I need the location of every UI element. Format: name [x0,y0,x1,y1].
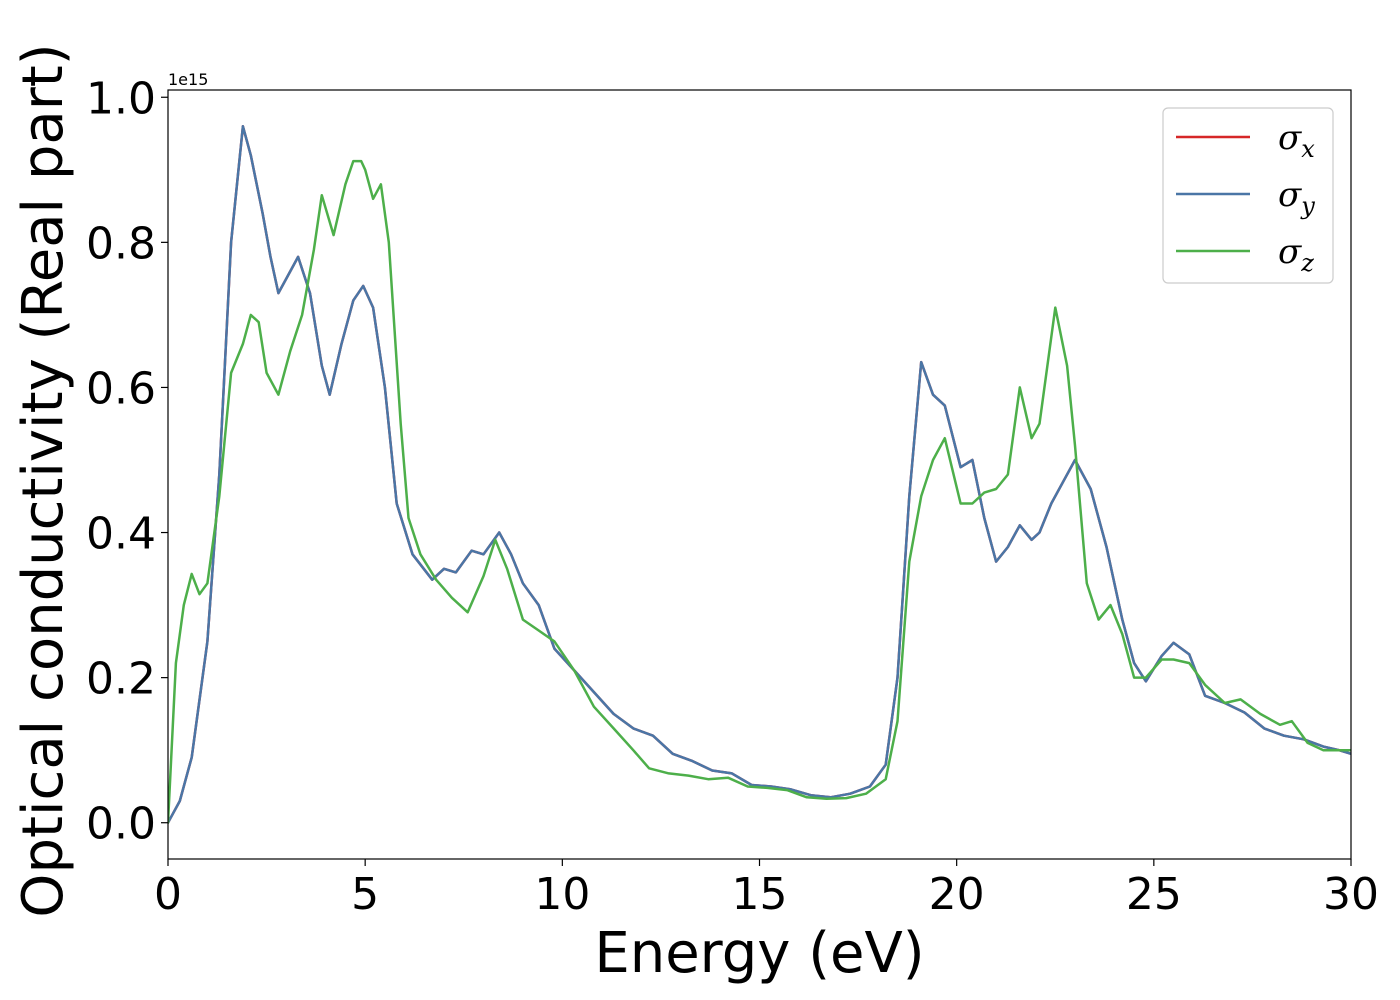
series-line-sigma-z [168,159,1351,824]
y-axis-label: Optical conductivity (Real part) [11,43,76,917]
y-tick-label: 0.6 [86,363,156,414]
x-axis: 0 5 10 15 20 25 30 [154,859,1379,920]
y-axis-offset-label: 1e15 [168,70,208,89]
plot-area [168,125,1351,824]
x-tick-label: 20 [929,869,985,920]
x-tick-label: 0 [154,869,182,920]
y-tick-label: 0.8 [86,218,156,269]
y-tick-label: 0.0 [86,799,156,850]
x-tick-label: 10 [534,869,590,920]
y-tick-label: 1.0 [86,73,156,124]
x-tick-label: 15 [732,869,788,920]
x-tick-label: 30 [1323,869,1379,920]
y-tick-label: 0.2 [86,654,156,705]
legend-item-sigma-y: σy [1176,175,1315,220]
y-tick-label: 0.4 [86,509,156,560]
x-axis-label: Energy (eV) [594,921,924,986]
legend-box [1162,107,1334,284]
x-tick-label: 25 [1126,869,1182,920]
series-line-sigma-y [168,125,1351,824]
y-axis: 0.0 0.2 0.4 0.6 0.8 1.0 [86,73,168,850]
x-tick-label: 5 [351,869,379,920]
